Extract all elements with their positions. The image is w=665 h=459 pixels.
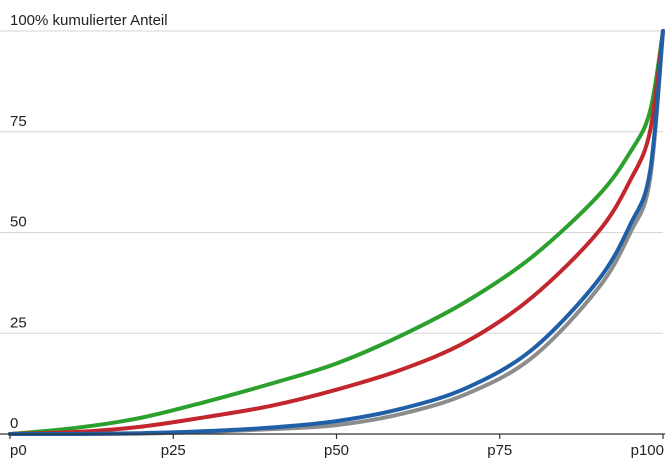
- y-tick-label: 50: [10, 214, 27, 231]
- x-tick-label: p25: [161, 442, 186, 459]
- x-tick-label: p0: [10, 442, 27, 459]
- gridlines: [0, 30, 663, 334]
- y-unit-label: % kumulierter Anteil: [35, 12, 168, 29]
- x-tick-label: p100: [631, 442, 664, 459]
- y-tick-label: 0: [10, 415, 18, 432]
- axes: [0, 433, 665, 439]
- x-tick-label: p50: [324, 442, 349, 459]
- tick-labels: 0 25 50 75 100% kumulierter Anteil p0 p25 p50 p7…: [10, 12, 664, 459]
- y-tick-label: 25: [10, 314, 27, 331]
- x-tick-label: p75: [487, 442, 512, 459]
- series-line-2: [8, 29, 665, 436]
- y-tick-label: 75: [10, 113, 27, 130]
- series-line-1: [8, 29, 665, 436]
- series-line-4: [8, 29, 665, 437]
- y-tick-label: 100% kumulierter Anteil: [10, 12, 168, 29]
